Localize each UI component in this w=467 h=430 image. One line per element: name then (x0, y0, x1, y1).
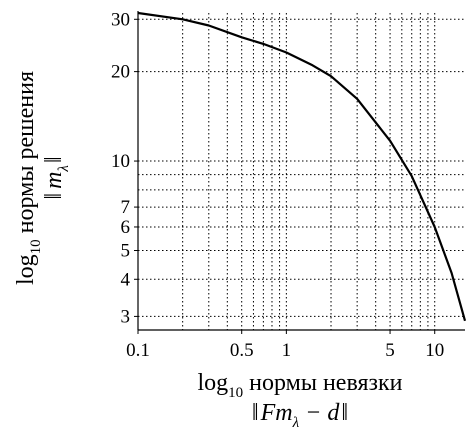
x-tick-label: 5 (385, 340, 395, 361)
svg-text:log10 нормы решения: log10 нормы решения (13, 71, 44, 285)
axes (134, 11, 465, 334)
y-tick-label: 10 (111, 151, 130, 172)
y-tick-label: 6 (121, 217, 131, 238)
svg-text:‖Fmλ − d‖: ‖Fmλ − d‖ (252, 400, 348, 430)
y-tick-label: 30 (111, 9, 130, 30)
y-tick-label: 20 (111, 62, 130, 83)
x-tick-label: 10 (425, 340, 444, 361)
x-tick-label: 0.1 (126, 340, 150, 361)
svg-text:log10 нормы невязки: log10 нормы невязки (198, 370, 403, 401)
x-tick-label: 0.5 (230, 340, 254, 361)
y-tick-label: 4 (121, 269, 131, 290)
grid (138, 13, 465, 330)
x-axis-label: log10 нормы невязки ‖Fmλ − d‖ (198, 370, 403, 430)
y-tick-label: 7 (121, 197, 131, 218)
x-tick-label: 1 (282, 340, 292, 361)
y-tick-label: 5 (121, 240, 131, 261)
svg-text:‖mλ‖: ‖mλ‖ (41, 156, 72, 199)
series-group (137, 11, 467, 322)
y-axis-label: log10 нормы решения ‖mλ‖ (13, 71, 72, 285)
y-tick-label: 3 (121, 306, 131, 327)
series-line (137, 11, 467, 322)
